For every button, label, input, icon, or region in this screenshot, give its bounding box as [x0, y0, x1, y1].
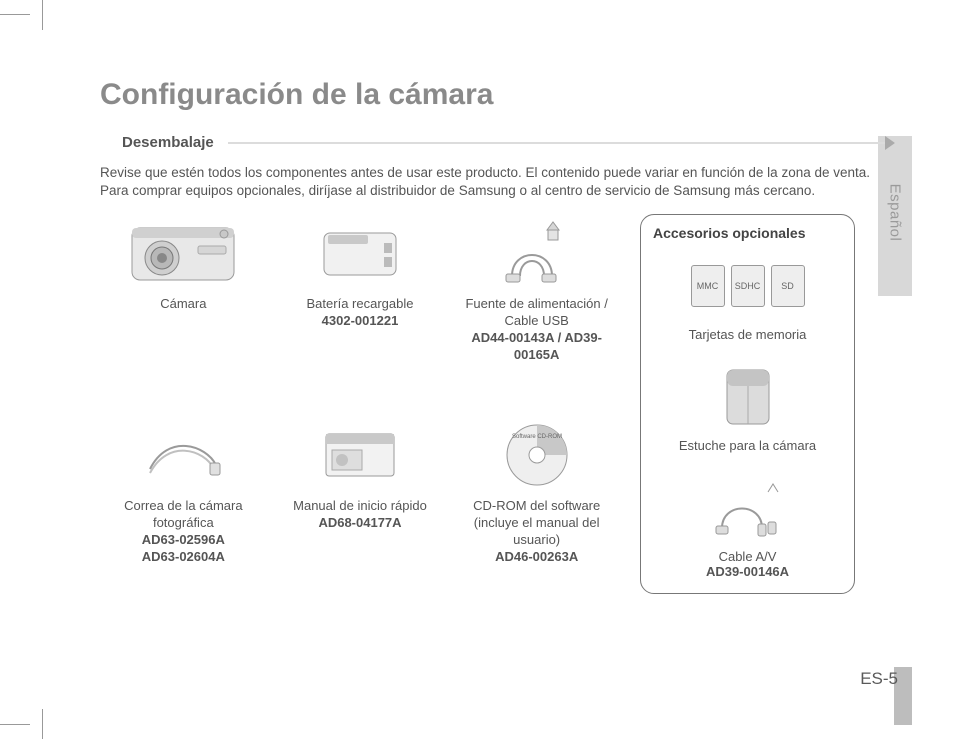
crop-mark [0, 14, 30, 15]
page-number: ES-5 [860, 669, 898, 689]
intro-text: Revise que estén todos los componentes a… [100, 164, 895, 200]
crop-mark [42, 709, 43, 739]
item-label: Cámara [100, 296, 267, 313]
item-cdrom: Software CD-ROM CD-ROM del software (inc… [453, 416, 620, 594]
optional-title: Accesorios opcionales [649, 225, 846, 241]
item-battery: Batería recargable 4302-001221 [277, 214, 444, 392]
item-part: AD44-00143A / AD39-00165A [471, 330, 602, 362]
optional-label: Cable A/V [719, 549, 777, 564]
camera-case-icon [649, 362, 846, 432]
item-part: AD46-00263A [495, 549, 578, 564]
optional-av-cable: Cable A/V AD39-00146A [649, 473, 846, 579]
cd-icon: Software CD-ROM [453, 416, 620, 494]
section-arrow-icon [885, 136, 895, 150]
card-mmc: MMC [691, 265, 725, 307]
item-part: AD68-04177A [318, 515, 401, 530]
crop-mark [0, 724, 30, 725]
optional-accessories-box: Accesorios opcionales MMC SDHC SD Tarjet… [640, 214, 855, 594]
section-label: Desembalaje [100, 130, 228, 156]
svg-text:Software CD-ROM: Software CD-ROM [512, 434, 562, 440]
optional-part: AD39-00146A [706, 564, 789, 579]
optional-case: Estuche para la cámara [649, 362, 846, 453]
item-label: Batería recargable [307, 296, 414, 311]
memory-cards-icon: MMC SDHC SD [649, 251, 846, 321]
optional-label: Estuche para la cámara [649, 438, 846, 453]
card-sdhc: SDHC [731, 265, 765, 307]
item-label: Correa de la cámara fotográfica [124, 498, 243, 530]
content-row: Cámara Batería recargable 4302-001221 [100, 214, 895, 594]
item-part: AD63-02596AAD63-02604A [142, 532, 225, 564]
item-label: Manual de inicio rápido [293, 498, 427, 513]
included-items-grid: Cámara Batería recargable 4302-001221 [100, 214, 620, 594]
item-label: Fuente de alimentación / Cable USB [465, 296, 607, 328]
battery-icon [277, 214, 444, 292]
power-cable-icon [453, 214, 620, 292]
optional-label: Tarjetas de memoria [649, 327, 846, 342]
strap-icon [100, 416, 267, 494]
section-bar: Desembalaje [100, 130, 895, 156]
page-title: Configuración de la cámara [100, 78, 895, 112]
card-sd: SD [771, 265, 805, 307]
item-label: CD-ROM del software (incluye el manual d… [473, 498, 600, 547]
item-power-usb: Fuente de alimentación / Cable USB AD44-… [453, 214, 620, 392]
item-manual: Manual de inicio rápido AD68-04177A [277, 416, 444, 594]
av-cable-icon [649, 473, 846, 543]
item-camera: Cámara [100, 214, 267, 392]
camera-icon [100, 214, 267, 292]
item-part: 4302-001221 [322, 313, 399, 328]
optional-memory-cards: MMC SDHC SD Tarjetas de memoria [649, 251, 846, 342]
crop-mark [42, 0, 43, 30]
manual-icon [277, 416, 444, 494]
item-strap: Correa de la cámara fotográfica AD63-025… [100, 416, 267, 594]
page-content: Configuración de la cámara Desembalaje R… [100, 78, 895, 594]
